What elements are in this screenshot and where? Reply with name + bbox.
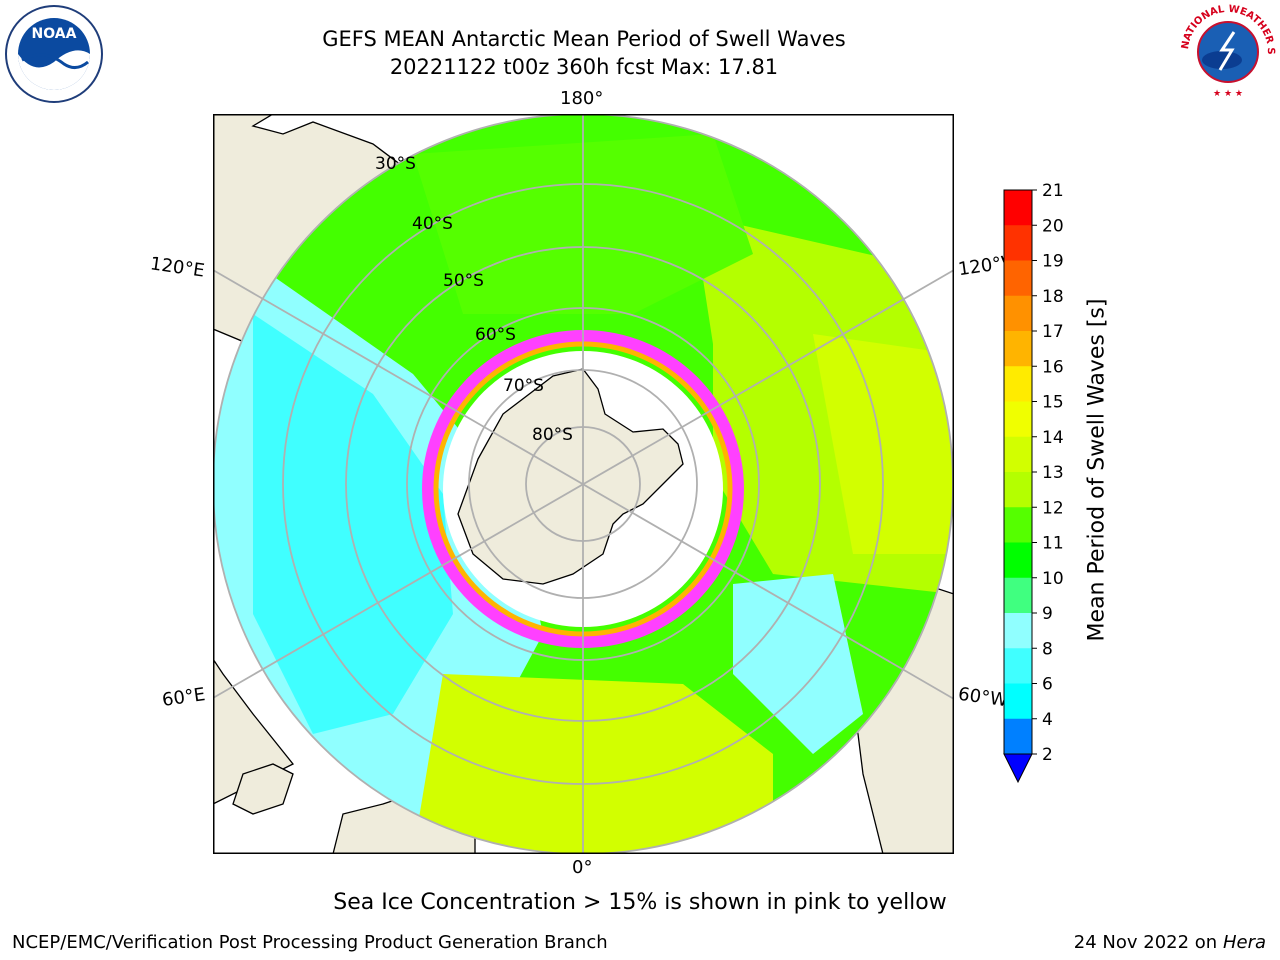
svg-text:★ ★ ★: ★ ★ ★ (1213, 89, 1243, 99)
lat-label-80s: 80°S (532, 425, 573, 445)
colorbar-bin (1004, 436, 1032, 473)
colorbar-label: Mean Period of Swell Waves [s] (1084, 298, 1110, 642)
sea-ice-caption: Sea Ice Concentration > 15% is shown in … (333, 890, 947, 915)
colorbar-bin (1004, 542, 1032, 579)
map-frame (213, 114, 954, 854)
colorbar-tick-label: 18 (1042, 287, 1064, 307)
colorbar-bin (1004, 366, 1032, 402)
colorbar-bin (1004, 472, 1032, 508)
colorbar-tick-label: 15 (1042, 393, 1064, 413)
lon-label-60e: 60°E (160, 684, 207, 711)
colorbar-tick-label: 12 (1042, 498, 1064, 518)
colorbar-bin (1004, 718, 1032, 755)
chart-title: GEFS MEAN Antarctic Mean Period of Swell… (322, 27, 846, 51)
colorbar-tick-label: 11 (1042, 534, 1064, 554)
colorbar-tick-label: 9 (1042, 604, 1053, 624)
colorbar-bin (1004, 331, 1032, 367)
colorbar-tick-label: 14 (1042, 428, 1064, 448)
colorbar-bin (1004, 648, 1032, 684)
footer-date: 24 Nov 2022 on Hera (1074, 932, 1266, 953)
chart-subtitle: 20221122 t00z 360h fcst Max: 17.81 (389, 55, 779, 79)
colorbar-tick-label: 21 (1042, 181, 1064, 201)
polar-map[interactable]: 30°S 40°S 50°S 60°S 70°S 80°S (213, 114, 954, 854)
colorbar-bin (1004, 683, 1032, 720)
colorbar: 21 20 19 18 17 16 15 14 13 12 11 10 9 8 6 4 2 (1003, 181, 1064, 784)
colorbar-tick-label: 4 (1042, 710, 1053, 730)
colorbar-tick-label: 6 (1042, 675, 1053, 695)
lat-label-60s: 60°S (475, 325, 516, 345)
colorbar-tick-label: 13 (1042, 463, 1064, 483)
lon-label-180: 180° (560, 88, 604, 109)
colorbar-bin (1004, 190, 1032, 226)
colorbar-tick-label: 16 (1042, 357, 1064, 377)
colorbar-tick-label: 19 (1042, 252, 1064, 272)
lat-label-70s: 70°S (503, 376, 544, 396)
lon-label-120e: 120°E (148, 253, 206, 282)
colorbar-tick-label: 8 (1042, 639, 1053, 659)
colorbar-tick-label: 2 (1042, 745, 1053, 765)
footer-date-text: 24 Nov 2022 on (1073, 932, 1218, 953)
colorbar-bin (1004, 507, 1032, 543)
colorbar-tick-label: 10 (1042, 569, 1064, 589)
colorbar-bin (1004, 260, 1032, 297)
colorbar-bin (1004, 401, 1032, 438)
colorbar-tick-label: 17 (1042, 322, 1064, 342)
colorbar-bin (1004, 295, 1032, 332)
lat-label-40s: 40°S (412, 214, 453, 234)
footer-host: Hera (1222, 932, 1266, 953)
lat-label-50s: 50°S (443, 271, 484, 291)
colorbar-bin (1004, 613, 1032, 649)
noaa-logo: NOAA (4, 4, 104, 104)
footer-credit: NCEP/EMC/Verification Post Processing Pr… (12, 932, 608, 953)
nws-logo: NATIONAL WEATHER SERVICE ★ ★ ★ (1174, 0, 1278, 100)
noaa-logo-text: NOAA (32, 26, 77, 42)
lat-label-30s: 30°S (375, 154, 416, 174)
lon-label-0: 0° (572, 857, 593, 878)
colorbar-tick-label: 20 (1042, 216, 1064, 236)
colorbar-extend-min (1003, 753, 1033, 784)
colorbar-bin (1004, 225, 1032, 261)
colorbar-bin (1004, 577, 1032, 614)
